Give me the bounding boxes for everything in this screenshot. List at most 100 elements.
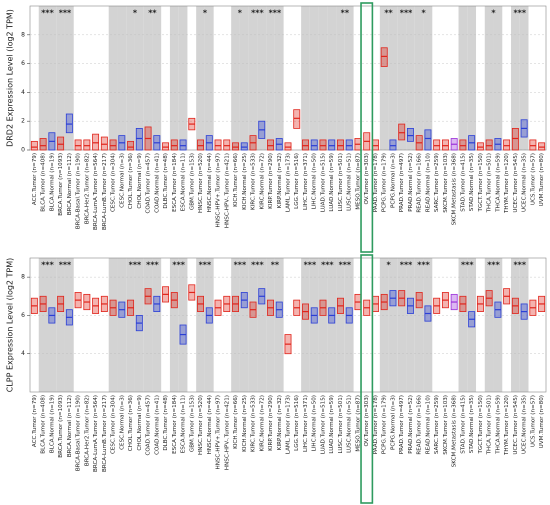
y-tick-label: 2: [21, 118, 25, 125]
x-tick-label: KICH.Tumor (n=66): [233, 153, 239, 207]
y-tick-label: 0: [21, 147, 25, 154]
y-axis-title: CLPP Expression Level (log2 TPM): [6, 258, 15, 393]
pair-shading: [274, 258, 284, 392]
box: [371, 139, 379, 151]
pair-shading: [204, 6, 214, 150]
x-tick-label: LUSC.Tumor (n=501): [338, 395, 344, 454]
x-tick-label: ESCA.Tumor (n=184): [172, 395, 178, 454]
pair-shading: [397, 6, 407, 150]
pair-shading: [423, 258, 433, 392]
pair-shading: [397, 258, 407, 392]
significance: ***: [513, 261, 526, 270]
x-tick-label: LGG.Tumor (n=516): [294, 395, 300, 451]
box: [485, 139, 493, 151]
box: [529, 139, 537, 151]
significance: ***: [269, 9, 282, 18]
x-tick-label: PCPG.Tumor (n=179): [382, 395, 388, 454]
pair-shading: [117, 6, 127, 150]
box: [398, 123, 406, 141]
pair-shading: [467, 6, 477, 150]
x-tick-label: THCA.Tumor (n=501): [487, 395, 493, 455]
x-tick-label: LUSC.Tumor (n=501): [338, 153, 344, 212]
pair-shading: [301, 6, 310, 150]
x-tick-label: UCS.Tumor (n=57): [530, 153, 536, 205]
x-tick-label: ACC.Tumor (n=79): [32, 153, 38, 205]
box: [319, 139, 327, 151]
pair-shading: [414, 6, 424, 150]
y-tick-label: 6: [21, 60, 25, 67]
x-tick-label: SARC.Tumor (n=259): [434, 153, 440, 212]
pair-shading: [47, 6, 57, 150]
pair-shading: [327, 258, 337, 392]
y-tick-label: 4: [21, 89, 25, 96]
pair-shading: [248, 258, 258, 392]
box: [328, 139, 336, 151]
x-tick-label: KICH.Normal (n=25): [242, 153, 248, 210]
x-tick-label: LIHC.Normal (n=50): [312, 153, 318, 209]
pair-shading: [204, 258, 214, 392]
box: [293, 109, 301, 129]
box: [223, 139, 231, 151]
x-tick-label: BRCA-LumB.Tumor (n=217): [102, 395, 108, 472]
x-tick-label: DLBC.Tumor (n=48): [163, 395, 169, 451]
x-tick-label: HNSC.Tumor (n=520): [198, 153, 204, 213]
x-tick-label: CHOL.Normal (n=9): [137, 395, 143, 451]
box: [109, 139, 117, 151]
pair-shading: [406, 258, 415, 392]
x-tick-label: STAD.Tumor (n=415): [460, 395, 466, 454]
x-tick-label: PCPG.Normal (n=3): [390, 395, 396, 450]
x-tick-label: COAD.Tumor (n=457): [146, 153, 152, 213]
x-tick-label: THCA.Normal (n=59): [495, 153, 501, 213]
x-tick-label: UCEC.Normal (n=35): [522, 153, 528, 212]
x-tick-label: PRAD.Normal (n=52): [408, 395, 414, 454]
x-tick-label: LGG.Tumor (n=516): [294, 153, 300, 209]
x-tick-label: UVM.Tumor (n=80): [539, 395, 545, 448]
pair-shading: [309, 6, 319, 150]
significance: ***: [129, 261, 142, 270]
pair-shading: [38, 258, 48, 392]
pair-shading: [493, 258, 503, 392]
x-tick-label: BLCA.Normal (n=19): [49, 395, 55, 453]
x-tick-label: KIRP.Tumor (n=290): [268, 153, 274, 209]
significance: ***: [41, 261, 54, 270]
x-tick-label: ACC.Tumor (n=79): [32, 395, 38, 447]
x-tick-label: HNSC.Tumor (n=520): [198, 395, 204, 455]
pair-shading: [423, 6, 433, 150]
box: [345, 139, 353, 151]
pair-shading: [327, 6, 337, 150]
box: [214, 139, 222, 151]
box: [267, 139, 274, 151]
pair-shading: [257, 258, 267, 392]
x-tick-label: TGCT.Tumor (n=150): [478, 395, 484, 455]
pair-shading: [484, 258, 494, 392]
x-tick-label: OV.Tumor (n=303): [364, 153, 370, 205]
significance: ***: [304, 261, 317, 270]
pair-shading: [379, 6, 389, 150]
pair-shading: [467, 258, 477, 392]
pair-shading: [336, 258, 345, 392]
significance: *: [203, 9, 208, 18]
x-tick-label: UCEC.Tumor (n=545): [513, 395, 519, 455]
x-tick-label: PRAD.Tumor (n=497): [399, 395, 405, 454]
highlight-box: [360, 2, 374, 253]
box: [100, 136, 108, 151]
box: [83, 139, 91, 151]
x-tick-label: THCA.Normal (n=59): [495, 395, 501, 455]
x-tick-label: GBM.Tumor (n=153): [189, 395, 195, 452]
x-tick-label: SKCM.Metastasis (n=368): [452, 395, 458, 467]
box: [511, 127, 519, 151]
x-tick-label: CESC.Tumor (n=304): [111, 395, 117, 454]
box: [30, 140, 38, 151]
x-tick-label: OV.Tumor (n=303): [364, 395, 370, 447]
highlight-box: [360, 254, 374, 504]
box: [39, 138, 47, 151]
x-tick-label: LIHC.Tumor (n=371): [303, 153, 309, 210]
x-tick-label: TGCT.Tumor (n=150): [478, 153, 484, 213]
significance: *: [386, 261, 391, 270]
pair-shading: [458, 258, 468, 392]
box: [170, 139, 178, 151]
x-tick-label: SKCM.Metastasis (n=368): [452, 153, 458, 225]
box: [240, 142, 248, 151]
pair-shading: [248, 6, 258, 150]
x-tick-label: LIHC.Normal (n=50): [312, 395, 318, 451]
